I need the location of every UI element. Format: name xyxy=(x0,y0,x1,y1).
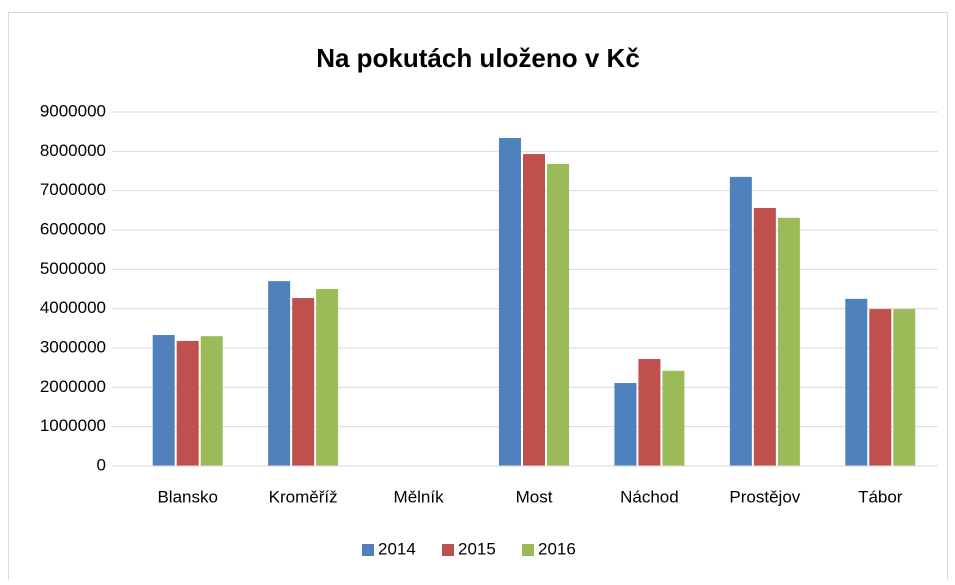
y-tick-label: 5000000 xyxy=(40,259,106,278)
x-tick-label: Most xyxy=(516,487,553,506)
x-tick-label: Náchod xyxy=(620,487,679,506)
bar xyxy=(729,176,752,466)
chart-frame xyxy=(8,12,948,583)
x-tick-label: Kroměříž xyxy=(269,487,338,506)
legend-swatch xyxy=(442,544,454,556)
y-tick-label: 0 xyxy=(97,455,106,474)
bar xyxy=(614,383,637,466)
chart-title: Na pokutách uloženo v Kč xyxy=(316,43,640,73)
bar xyxy=(152,335,175,466)
legend-label: 2016 xyxy=(538,539,576,558)
y-tick-label: 6000000 xyxy=(40,219,106,238)
y-tick-label: 2000000 xyxy=(40,377,106,396)
legend-swatch xyxy=(362,544,374,556)
bar xyxy=(176,340,199,466)
legend-label: 2015 xyxy=(458,539,496,558)
y-tick-label: 3000000 xyxy=(40,337,106,356)
bar xyxy=(753,207,776,466)
y-tick-label: 1000000 xyxy=(40,416,106,435)
x-tick-label: Tábor xyxy=(858,487,903,506)
x-tick-label: Prostějov xyxy=(729,487,800,506)
bar xyxy=(268,281,291,466)
bar xyxy=(869,309,892,466)
legend-label: 2014 xyxy=(378,539,416,558)
y-tick-label: 7000000 xyxy=(40,180,106,199)
y-tick-label: 9000000 xyxy=(40,101,106,120)
legend-swatch xyxy=(522,544,534,556)
bar xyxy=(292,298,315,466)
x-tick-label: Blansko xyxy=(157,487,217,506)
bar xyxy=(316,289,339,466)
bar xyxy=(499,137,521,466)
bar xyxy=(845,298,868,466)
bar xyxy=(547,163,569,467)
bar xyxy=(200,336,223,466)
bar xyxy=(523,154,545,466)
x-tick-label: Mělník xyxy=(394,487,445,506)
bar xyxy=(777,217,800,466)
y-tick-label: 8000000 xyxy=(40,141,106,160)
bar xyxy=(893,309,916,466)
bar xyxy=(638,359,661,466)
bar xyxy=(662,370,685,466)
y-tick-label: 4000000 xyxy=(40,298,106,317)
